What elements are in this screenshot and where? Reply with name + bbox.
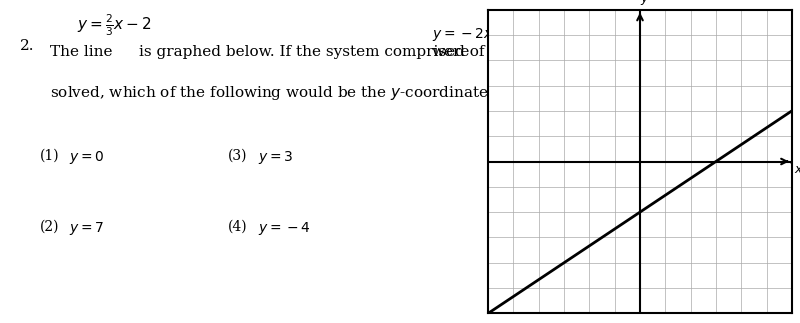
- Text: (3): (3): [228, 149, 248, 162]
- Text: $y=-2x+6$: $y=-2x+6$: [431, 26, 518, 43]
- Text: $y=\frac{2}{3}x-2$: $y=\frac{2}{3}x-2$: [77, 13, 151, 38]
- Text: (4): (4): [228, 220, 248, 234]
- Text: $y$: $y$: [640, 0, 650, 7]
- Text: solved, which of the following would be the $y$-coordinate of the solution?: solved, which of the following would be …: [50, 84, 613, 102]
- Text: The line: The line: [50, 45, 112, 59]
- Text: were: were: [431, 45, 470, 59]
- Text: (1): (1): [40, 149, 59, 162]
- Text: $y=3$: $y=3$: [258, 149, 293, 166]
- Text: is graphed below. If the system comprised of this line and the line: is graphed below. If the system comprise…: [139, 45, 648, 59]
- Text: 2.: 2.: [20, 39, 34, 53]
- Text: $x$: $x$: [794, 162, 800, 176]
- Text: (2): (2): [40, 220, 59, 234]
- Text: $y=-4$: $y=-4$: [258, 220, 310, 237]
- Text: $y=0$: $y=0$: [70, 149, 105, 166]
- Text: $y=7$: $y=7$: [70, 220, 105, 237]
